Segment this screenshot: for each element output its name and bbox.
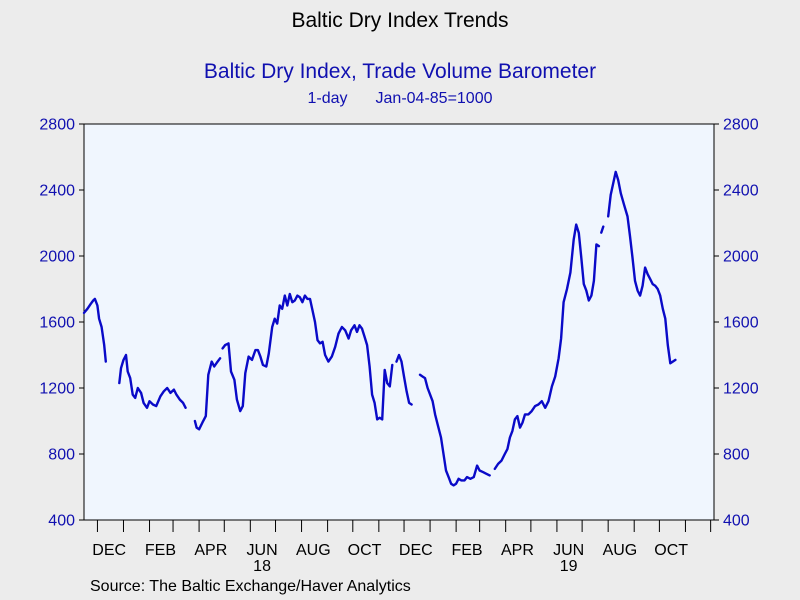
x-year-label: 19 <box>560 558 578 575</box>
y-tick-label-right: 1200 <box>723 381 759 398</box>
series-line-segment <box>493 223 601 471</box>
y-tick-label-left: 2000 <box>39 249 75 266</box>
x-tick-label: JUN <box>247 542 278 559</box>
series-line-segment <box>600 225 605 234</box>
y-tick-label-right: 2400 <box>723 183 759 200</box>
x-tick-label: AUG <box>296 542 331 559</box>
y-tick-label-right: 1600 <box>723 315 759 332</box>
y-tick-label-left: 800 <box>48 447 75 464</box>
y-tick-label-right: 2800 <box>723 117 759 134</box>
x-tick-label: APR <box>501 542 534 559</box>
x-tick-label: AUG <box>603 542 638 559</box>
chart-title: Baltic Dry Index Trends <box>291 9 509 32</box>
x-tick-label: FEB <box>451 542 482 559</box>
x-tick-label: APR <box>194 542 227 559</box>
series-line-segment <box>82 297 108 363</box>
x-year-label: 18 <box>253 558 271 575</box>
chart-subtitle: Baltic Dry Index, Trade Volume Barometer <box>203 60 597 83</box>
series-line-segment <box>395 353 413 406</box>
series-line-segment <box>221 292 394 421</box>
y-tick-label-right: 400 <box>723 513 750 530</box>
x-tick-label: DEC <box>399 542 433 559</box>
x-tick-label: DEC <box>92 542 126 559</box>
x-tick-label: JUN <box>553 542 584 559</box>
x-tick-label: OCT <box>654 542 688 559</box>
y-tick-label-right: 2000 <box>723 249 759 266</box>
y-tick-label-left: 1200 <box>39 381 75 398</box>
source-note: Source: The Baltic Exchange/Haver Analyt… <box>90 578 411 595</box>
x-tick-label: FEB <box>145 542 176 559</box>
y-tick-label-right: 800 <box>723 447 750 464</box>
series-line-segment <box>118 353 187 409</box>
series-line-segment <box>418 373 491 487</box>
series-line-segment <box>607 170 677 365</box>
y-tick-label-left: 1600 <box>39 315 75 332</box>
series-line-segment <box>193 357 222 431</box>
y-tick-label-left: 400 <box>48 513 75 530</box>
frequency-label: 1-day <box>307 90 348 107</box>
y-tick-label-left: 2800 <box>39 117 75 134</box>
x-tick-label: OCT <box>348 542 382 559</box>
base-label: Jan-04-85=1000 <box>375 90 493 107</box>
chart-subtitle-details: 1-day Jan-04-85=1000 <box>0 90 800 108</box>
plot-area <box>83 123 715 521</box>
y-tick-label-left: 2400 <box>39 183 75 200</box>
